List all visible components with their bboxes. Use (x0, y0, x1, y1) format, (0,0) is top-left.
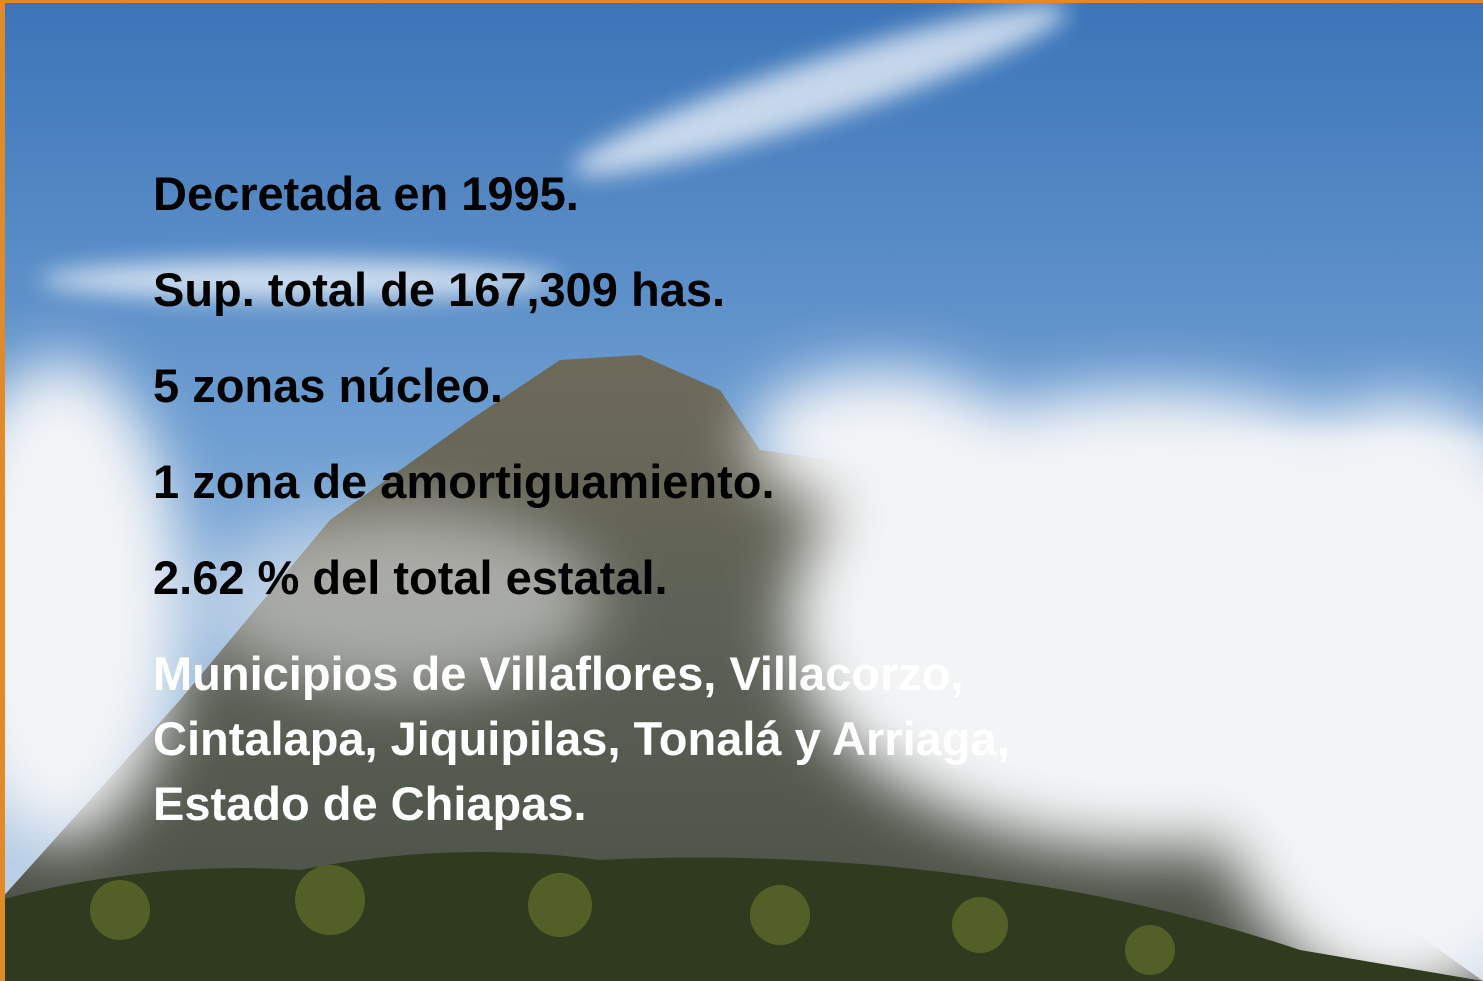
slide: Decretada en 1995. Sup. total de 167,309… (0, 0, 1483, 981)
location-line: Cintalapa, Jiquipilas, Tonalá y Arriaga, (153, 711, 1010, 767)
location-line: Estado de Chiapas. (153, 776, 587, 832)
fact-line: Decretada en 1995. (153, 166, 579, 222)
fact-line: Sup. total de 167,309 has. (153, 262, 725, 318)
location-line: Municipios de Villaflores, Villacorzo, (153, 646, 964, 702)
fact-line: 1 zona de amortiguamiento. (153, 454, 775, 510)
fact-line: 2.62 % del total estatal. (153, 550, 668, 606)
fact-line: 5 zonas núcleo. (153, 358, 503, 414)
